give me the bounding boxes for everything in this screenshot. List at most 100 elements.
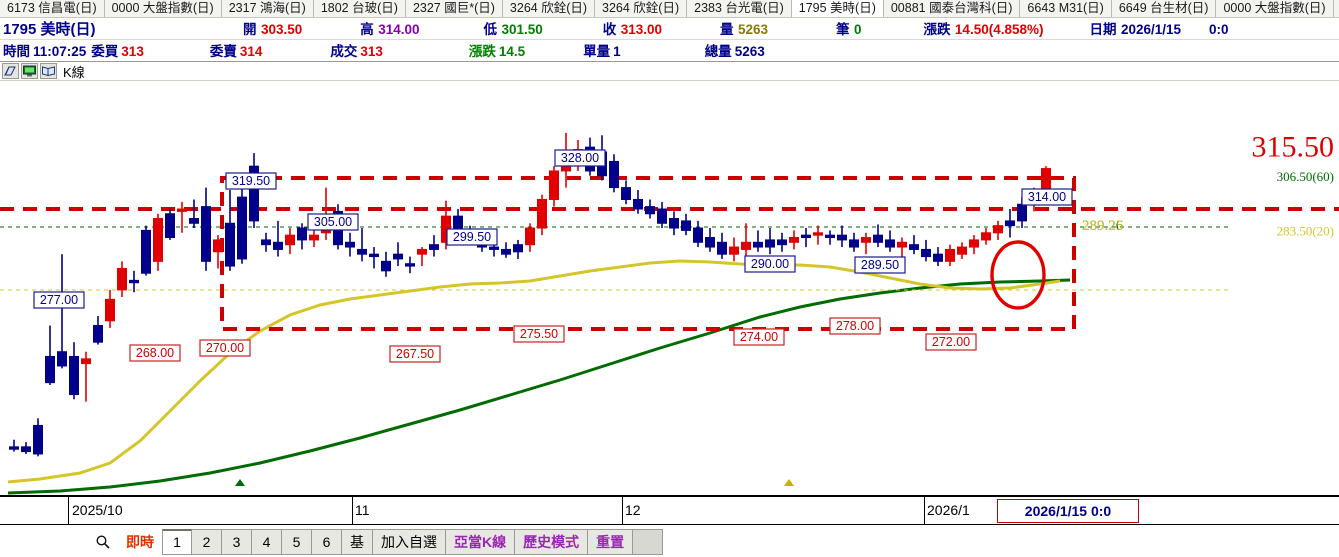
symbol-tab-strip[interactable]: 6173 信昌電(日) 0000 大盤指數(日) 2317 鴻海(日) 1802 台玻… xyxy=(0,0,1339,18)
candle-8 xyxy=(105,289,115,328)
candle-76 xyxy=(921,239,931,262)
callout-268.00-1: 268.00 xyxy=(129,344,181,362)
period-button-4[interactable]: 4 xyxy=(252,528,282,555)
candle-body-74 xyxy=(897,241,907,248)
candle-75 xyxy=(909,235,919,255)
quote-field-3: 收 313.00 xyxy=(603,21,662,38)
callout-label-11: 278.00 xyxy=(836,319,874,333)
highlight-ellipse[interactable] xyxy=(990,240,1046,310)
candle-body-15 xyxy=(189,218,199,224)
symbol-tab-0[interactable]: 6173 信昌電(日) xyxy=(0,0,105,17)
symbol-tab-12[interactable]: 0000 大盤指數(日) xyxy=(1216,0,1334,17)
candle-body-31 xyxy=(381,260,391,272)
candle-body-66 xyxy=(801,234,811,239)
candle-body-62 xyxy=(753,241,763,248)
basic-button[interactable]: 基 xyxy=(342,528,373,555)
rt-field-label-6: 總量 xyxy=(704,44,732,59)
quote-field-1: 高 314.00 xyxy=(360,21,419,38)
callout-314.00-14: 314.00 xyxy=(1021,188,1073,206)
candle-22 xyxy=(273,220,283,257)
book-icon[interactable] xyxy=(40,63,57,79)
candle-body-32 xyxy=(393,253,403,260)
symbol-tab-13[interactable]: 2059 川湖(15分) xyxy=(1333,0,1339,17)
candle-83 xyxy=(1005,209,1015,238)
symbol-tab-5[interactable]: 3264 欣銓(日) xyxy=(502,0,596,17)
symbol-tab-11[interactable]: 6649 台生材(日) xyxy=(1111,0,1217,17)
search-icon[interactable] xyxy=(88,529,118,555)
selection-box[interactable] xyxy=(220,176,1076,331)
candle-41 xyxy=(501,242,511,258)
quote-field-7: 日期 2026/1/15 xyxy=(1089,21,1181,38)
candle-50 xyxy=(609,154,619,193)
candle-6 xyxy=(81,351,91,402)
period-button-3[interactable]: 3 xyxy=(222,528,252,555)
candle-44 xyxy=(537,194,547,236)
candle-13 xyxy=(165,209,175,240)
monitor-icon[interactable] xyxy=(21,63,38,79)
chart-toolbar[interactable]: K線 xyxy=(0,62,1339,81)
candle-14 xyxy=(177,201,187,233)
history-mode-button[interactable]: 歷史模式 xyxy=(515,528,589,555)
callout-box-12 xyxy=(854,256,906,274)
period-button-2[interactable]: 2 xyxy=(192,528,222,555)
eraser-icon[interactable] xyxy=(2,63,19,79)
symbol-tab-4[interactable]: 2327 國巨*(日) xyxy=(405,0,503,17)
candle-body-0 xyxy=(9,446,19,450)
candle-body-68 xyxy=(825,234,835,239)
realtime-button[interactable]: 即時 xyxy=(126,533,154,550)
candle-body-44 xyxy=(537,198,547,229)
quote-field-label-3: 收 xyxy=(602,22,617,37)
period-button-5[interactable]: 5 xyxy=(282,528,312,555)
quote-field-label-6: 漲跌 xyxy=(923,22,951,37)
candle-body-35 xyxy=(429,244,439,250)
symbol-tab-8[interactable]: 1795 美時(日) xyxy=(791,0,884,17)
candle-73 xyxy=(885,230,895,252)
reset-button[interactable]: 重置 xyxy=(588,528,634,555)
rt-field-label-5: 單量 xyxy=(583,44,611,59)
add-watchlist-button[interactable]: 加入自選 xyxy=(373,528,446,555)
date-axis: 2025/10 11 12 2026/1 2026/1/15 0:0 xyxy=(0,495,1339,525)
date-label-0: 2025/10 xyxy=(72,502,123,518)
symbol-tab-3[interactable]: 1802 台玻(日) xyxy=(313,0,406,17)
candle-82 xyxy=(993,220,1003,240)
callout-275.50-7: 275.50 xyxy=(513,325,565,343)
callout-box-3 xyxy=(199,339,251,357)
period-button-1[interactable]: 1 xyxy=(162,528,192,555)
quote-field-value-3: 313.00 xyxy=(620,22,662,37)
symbol-tab-6[interactable]: 3264 欣銓(日) xyxy=(595,0,688,17)
callout-box-1 xyxy=(129,344,181,362)
symbol-tab-10[interactable]: 6643 M31(日) xyxy=(1020,0,1112,17)
candle-58 xyxy=(705,228,715,252)
date-separator-3 xyxy=(924,497,925,525)
candle-body-41 xyxy=(501,248,511,255)
date-label-1: 11 xyxy=(355,502,370,518)
callout-label-7: 275.50 xyxy=(520,327,558,341)
quote-field-label-7: 日期 xyxy=(1089,22,1117,37)
quote-field-label-5: 筆 xyxy=(836,22,850,37)
candle-body-8 xyxy=(105,298,115,322)
candle-body-12 xyxy=(153,218,163,262)
symbol-tab-7[interactable]: 2383 台光電(日) xyxy=(687,0,792,17)
callout-box-0 xyxy=(33,291,85,309)
candle-33 xyxy=(405,256,415,274)
candle-body-53 xyxy=(645,206,655,215)
candle-body-23 xyxy=(285,234,295,246)
adam-kline-button[interactable]: 亞當K線 xyxy=(446,528,516,555)
candle-body-51 xyxy=(621,187,631,200)
quote-field-6: 漲跌 14.50(4.858%) xyxy=(923,21,1043,38)
candle-body-30 xyxy=(369,253,379,258)
quote-field-label-2: 低 xyxy=(483,22,498,37)
candle-57 xyxy=(693,220,703,248)
symbol-tab-2[interactable]: 2317 鴻海(日) xyxy=(221,0,314,17)
period-button-6[interactable]: 6 xyxy=(312,528,342,555)
candlestick-chart[interactable]: 315.50 306.50(60) 283.50(20) 289.26 289.25 27… xyxy=(0,81,1339,495)
symbol-tab-1[interactable]: 0000 大盤指數(日) xyxy=(104,0,222,17)
candle-63 xyxy=(765,228,775,255)
candle-body-57 xyxy=(693,227,703,243)
candle-body-77 xyxy=(933,253,943,262)
symbol-tab-9[interactable]: 00881 國泰台灣科(日) xyxy=(883,0,1021,17)
toolbar-overflow[interactable] xyxy=(633,528,664,555)
realtime-fields: 時間 11:07:25 委買 313 委賣 314 成交 313 漲跌 14.5 單量 1 總量 5263 xyxy=(0,40,765,61)
